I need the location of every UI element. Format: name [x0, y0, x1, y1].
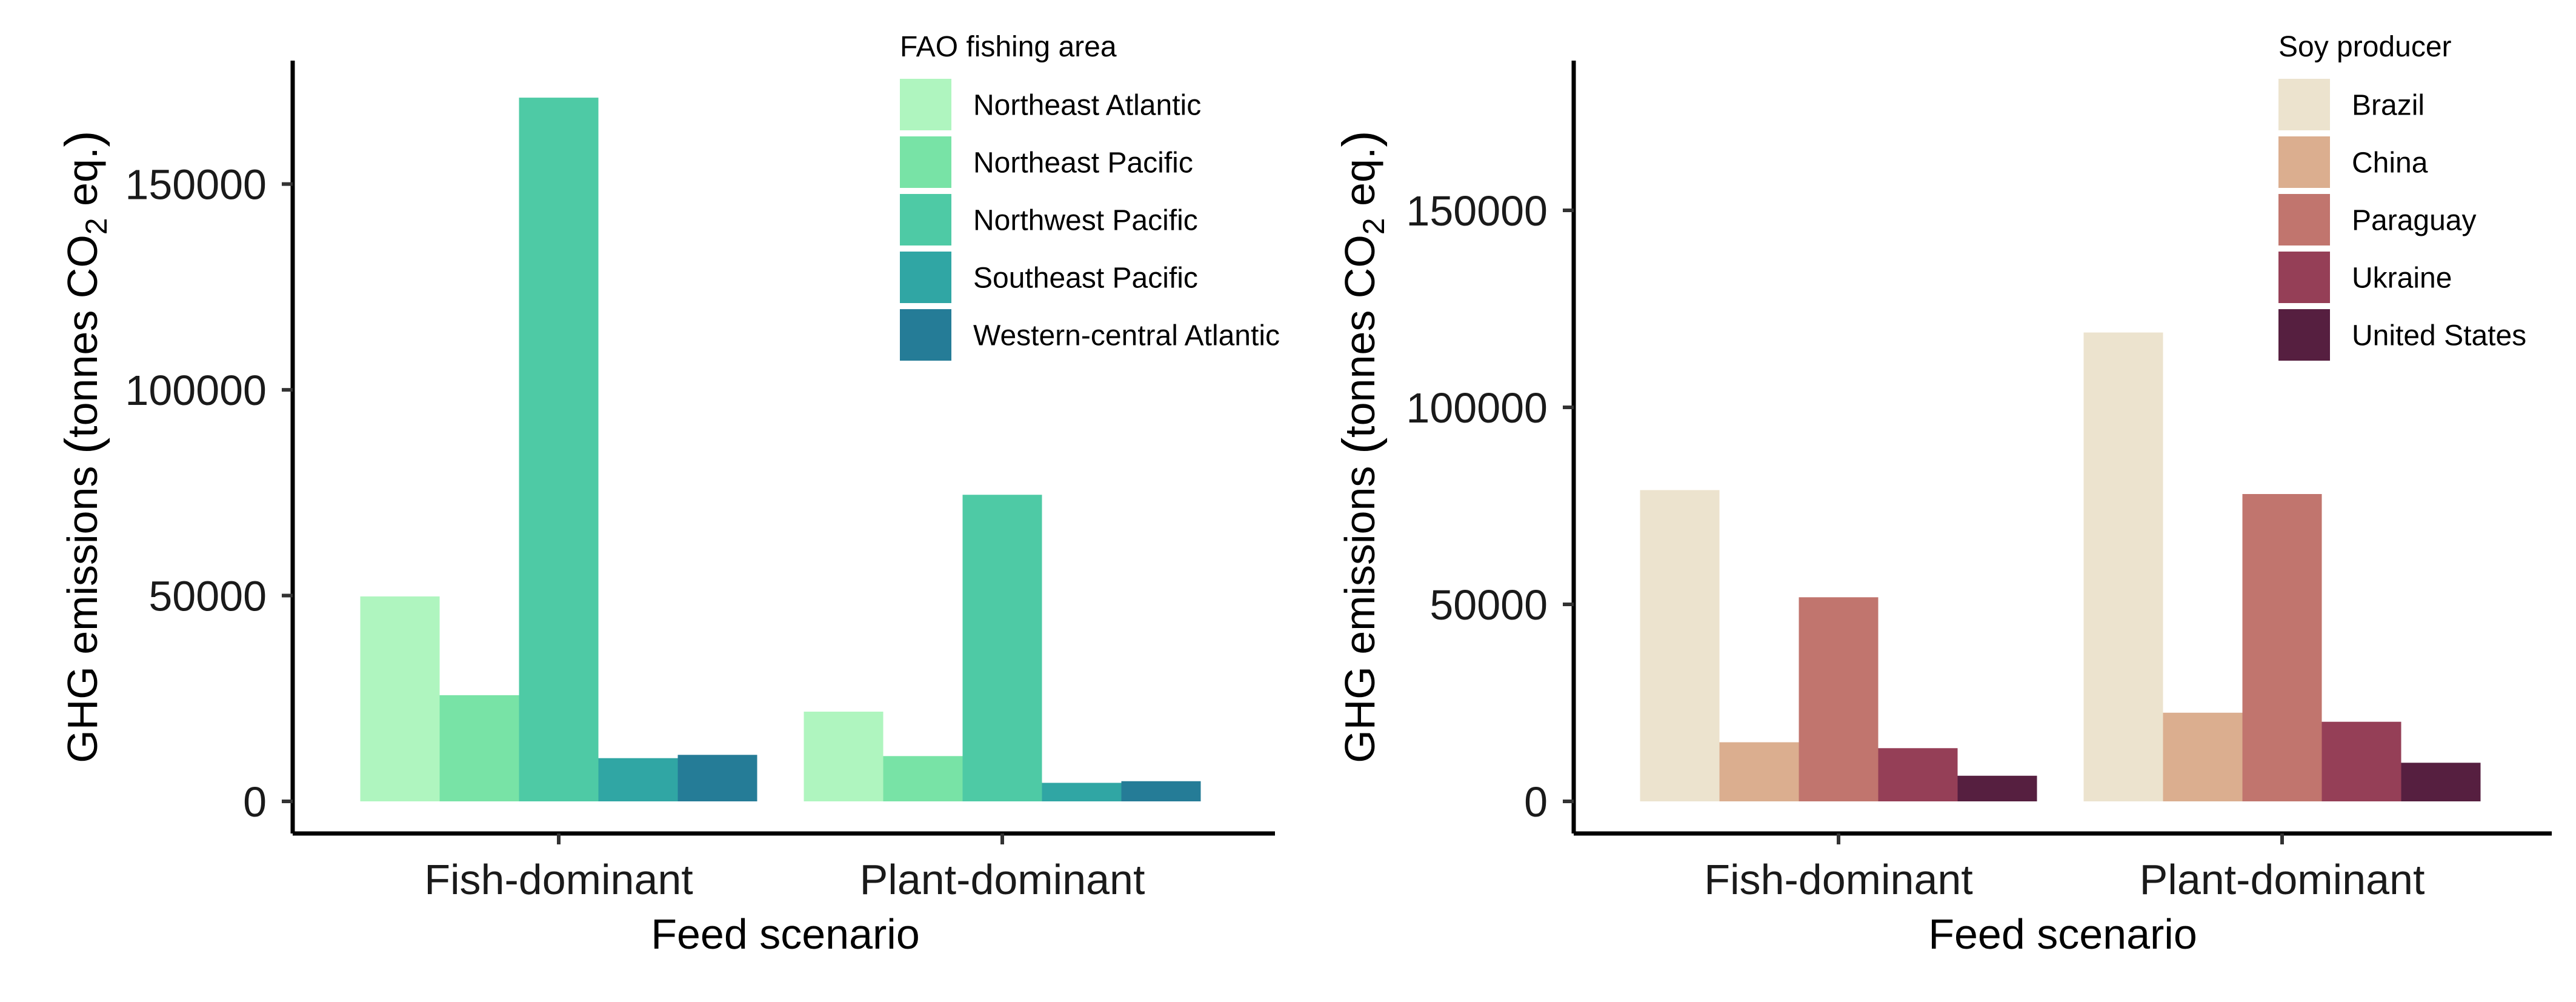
- right-y-tick-label-1: 50000: [1429, 581, 1548, 629]
- bar-left-4-0: [677, 755, 757, 801]
- left-x-tick-label-0: Fish-dominant: [424, 856, 693, 903]
- bar-right-3-1: [2321, 721, 2401, 801]
- left-y-ticks: 0 50000 100000 150000: [125, 161, 293, 826]
- left-legend-label-1: Northeast Pacific: [973, 147, 1193, 179]
- bar-right-0-1: [2083, 332, 2163, 801]
- bar-right-2-1: [2242, 494, 2322, 801]
- right-y-ticks: 0 50000 100000 150000: [1406, 187, 1574, 826]
- left-legend-label-4: Western-central Atlantic: [973, 320, 1280, 352]
- bar-right-3-0: [1878, 748, 1958, 801]
- left-x-axis-title: Feed scenario: [651, 910, 920, 958]
- bar-right-2-0: [1799, 597, 1879, 801]
- right-legend-swatch-0: [2278, 79, 2330, 130]
- left-legend: FAO fishing area Northeast AtlanticNorth…: [900, 31, 1280, 361]
- right-x-ticks: Fish-dominant Plant-dominant: [1704, 833, 2425, 903]
- left-bars: [360, 98, 1201, 802]
- bar-left-1-1: [883, 756, 963, 801]
- left-y-tick-label-3: 150000: [125, 161, 267, 209]
- left-legend-label-2: Northwest Pacific: [973, 205, 1198, 237]
- right-legend-label-4: United States: [2352, 320, 2526, 352]
- right-y-tick-label-0: 0: [1524, 778, 1548, 826]
- bar-right-0-0: [1640, 490, 1720, 801]
- bar-left-2-1: [962, 495, 1042, 801]
- left-y-tick-label-0: 0: [243, 778, 267, 826]
- right-legend: Soy producer Brazil China Paraguay Ukraine U…: [2278, 31, 2526, 361]
- bar-left-2-0: [519, 98, 599, 802]
- right-legend-label-0: Brazil: [2352, 90, 2425, 122]
- right-bars: [1640, 332, 2481, 801]
- bar-left-1-0: [439, 695, 519, 801]
- bar-left-4-1: [1121, 781, 1201, 801]
- right-legend-label-2: Paraguay: [2352, 205, 2476, 237]
- bar-right-1-0: [1719, 742, 1799, 801]
- right-legend-swatch-4: [2278, 309, 2330, 361]
- left-y-tick-label-2: 100000: [125, 367, 267, 414]
- bar-left-3-0: [598, 758, 678, 801]
- right-legend-swatch-2: [2278, 194, 2330, 245]
- left-y-tick-label-1: 50000: [148, 573, 267, 620]
- left-legend-label-3: Southeast Pacific: [973, 262, 1198, 295]
- left-legend-label-0: Northeast Atlantic: [973, 90, 1201, 122]
- right-legend-title: Soy producer: [2278, 31, 2452, 63]
- right-y-tick-label-3: 150000: [1406, 187, 1548, 235]
- bar-left-3-1: [1042, 783, 1122, 801]
- right-x-tick-label-1: Plant-dominant: [2140, 856, 2425, 903]
- bar-right-1-1: [2163, 712, 2243, 801]
- left-x-tick-label-1: Plant-dominant: [860, 856, 1145, 903]
- left-legend-swatch-4: [900, 309, 951, 361]
- left-legend-swatch-2: [900, 194, 951, 245]
- right-y-tick-label-2: 100000: [1406, 384, 1548, 432]
- left-legend-swatch-0: [900, 79, 951, 130]
- right-legend-label-1: China: [2352, 147, 2428, 179]
- right-x-tick-label-0: Fish-dominant: [1704, 856, 1973, 903]
- bar-left-0-1: [804, 712, 884, 801]
- right-legend-swatch-3: [2278, 252, 2330, 303]
- bar-right-4-0: [1957, 775, 2037, 801]
- left-y-axis-title: GHG emissions (tonnes CO2 eq.): [55, 130, 113, 763]
- right-legend-label-3: Ukraine: [2352, 262, 2452, 295]
- left-legend-items: Northeast Atlantic Northeast Pacific North…: [900, 79, 1280, 361]
- left-legend-swatch-1: [900, 136, 951, 188]
- left-legend-title: FAO fishing area: [900, 31, 1117, 63]
- left-legend-swatch-3: [900, 252, 951, 303]
- chart-panel-soy: 0 50000 100000 150000 Fish-dominant Plant-do…: [1333, 31, 2552, 958]
- bar-right-4-1: [2401, 763, 2481, 801]
- right-x-axis-title: Feed scenario: [1928, 910, 2197, 958]
- right-y-axis-title: GHG emissions (tonnes CO2 eq.): [1333, 130, 1391, 763]
- left-x-ticks: Fish-dominant Plant-dominant: [424, 833, 1145, 903]
- right-legend-items: Brazil China Paraguay Ukraine United States: [2278, 79, 2526, 361]
- chart-panel-fao: 0 50000 100000 150000 Fish-dominant Plant-do…: [55, 31, 1280, 958]
- bar-left-0-0: [360, 596, 440, 801]
- right-legend-swatch-1: [2278, 136, 2330, 188]
